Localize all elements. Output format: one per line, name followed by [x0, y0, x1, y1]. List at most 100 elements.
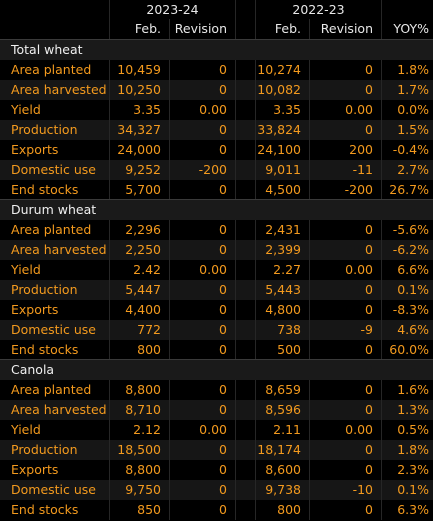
value-feb-2022: 9,011	[256, 160, 310, 180]
value-feb-2023: 34,327	[110, 120, 170, 140]
table-row: Area harvested 2,250 0 2,399 0 -6.2%	[0, 240, 433, 260]
table-row: Area planted 8,800 0 8,659 0 1.6%	[0, 380, 433, 400]
value-yoy: 4.6%	[397, 322, 429, 337]
table-row: Exports 8,800 0 8,600 0 2.3%	[0, 460, 433, 480]
value-revision-2023: 0	[170, 440, 236, 460]
row-label: Domestic use	[0, 320, 110, 340]
spacer	[236, 140, 256, 160]
row-label: End stocks	[0, 500, 110, 520]
table-row: Production 18,500 0 18,174 0 1.8%	[0, 440, 433, 460]
col-feb-2022: Feb.	[256, 19, 310, 39]
value-feb-2022: 2,431	[256, 220, 310, 240]
table-row: End stocks 850 0 800 0 6.3%	[0, 500, 433, 520]
value-feb-2023: 8,800	[110, 460, 170, 480]
section-header: Total wheat	[0, 40, 433, 60]
value-feb-2023: 5,700	[110, 180, 170, 200]
spacer	[236, 240, 256, 260]
value-revision-2023: 0	[170, 220, 236, 240]
value-feb-2023: 5,447	[110, 280, 170, 300]
col-revision-2023: Revision	[170, 19, 236, 39]
table-row: Area harvested 10,250 0 10,082 0 1.7%	[0, 80, 433, 100]
value-revision-2022: 0	[310, 60, 382, 80]
spacer	[236, 300, 256, 320]
value-feb-2023: 9,252	[110, 160, 170, 180]
table-row: Exports 24,000 0 24,100 200 -0.4%	[0, 140, 433, 160]
value-revision-2023: 0	[170, 300, 236, 320]
value-feb-2023: 8,710	[110, 400, 170, 420]
row-label: Yield	[0, 420, 110, 440]
value-feb-2022: 4,500	[256, 180, 310, 200]
value-feb-2023: 850	[110, 500, 170, 520]
table-row: Domestic use 9,252 -200 9,011 -11 2.7%	[0, 160, 433, 180]
value-revision-2022: 0.00	[310, 420, 382, 440]
col-revision-2022: Revision	[310, 19, 382, 39]
spacer	[236, 80, 256, 100]
value-revision-2022: -11	[310, 160, 382, 180]
spacer	[236, 160, 256, 180]
value-revision-2023: 0	[170, 320, 236, 340]
value-yoy: 0.1%	[397, 282, 429, 297]
header-cols-row: Feb. Revision Feb. Revision YOY%	[0, 19, 433, 39]
spacer	[236, 260, 256, 280]
value-feb-2022: 8,596	[256, 400, 310, 420]
section-divider	[0, 199, 433, 200]
row-label: Area planted	[0, 60, 110, 80]
row-label: Production	[0, 120, 110, 140]
spacer	[236, 180, 256, 200]
value-feb-2023: 2,250	[110, 240, 170, 260]
spacer	[236, 100, 256, 120]
row-label: Domestic use	[0, 480, 110, 500]
value-revision-2022: 0	[310, 220, 382, 240]
table-row: End stocks 5,700 0 4,500 -200 26.7%	[0, 180, 433, 200]
row-label: Area harvested	[0, 240, 110, 260]
value-yoy: 0.1%	[397, 482, 429, 497]
value-revision-2022: -10	[310, 480, 382, 500]
row-label: Exports	[0, 460, 110, 480]
value-feb-2023: 772	[110, 320, 170, 340]
value-yoy: -6.2%	[392, 242, 429, 257]
value-revision-2022: 0	[310, 460, 382, 480]
spacer	[236, 400, 256, 420]
value-yoy: 1.3%	[397, 402, 429, 417]
row-label: Area harvested	[0, 400, 110, 420]
spacer	[236, 120, 256, 140]
value-yoy: -0.4%	[392, 142, 429, 157]
value-yoy: -8.3%	[392, 302, 429, 317]
value-feb-2023: 3.35	[110, 100, 170, 120]
value-feb-2022: 738	[256, 320, 310, 340]
value-revision-2023: 0	[170, 140, 236, 160]
row-label: Production	[0, 280, 110, 300]
value-feb-2022: 9,738	[256, 480, 310, 500]
value-revision-2022: 0.00	[310, 260, 382, 280]
value-revision-2022: 0	[310, 400, 382, 420]
table-row: Exports 4,400 0 4,800 0 -8.3%	[0, 300, 433, 320]
row-label: Domestic use	[0, 160, 110, 180]
row-label: Exports	[0, 140, 110, 160]
value-feb-2023: 9,750	[110, 480, 170, 500]
spacer	[236, 340, 256, 360]
value-feb-2022: 2.11	[256, 420, 310, 440]
value-yoy: 1.6%	[397, 382, 429, 397]
value-revision-2023: 0	[170, 240, 236, 260]
spacer	[236, 280, 256, 300]
section-title: Durum wheat	[11, 202, 97, 217]
table-row: Domestic use 9,750 0 9,738 -10 0.1%	[0, 480, 433, 500]
value-feb-2022: 800	[256, 500, 310, 520]
header-corner	[0, 0, 110, 20]
value-revision-2023: 0	[170, 60, 236, 80]
table-row: End stocks 800 0 500 0 60.0%	[0, 340, 433, 360]
spacer	[236, 420, 256, 440]
value-yoy: 1.8%	[397, 62, 429, 77]
value-yoy: 1.8%	[397, 442, 429, 457]
col-yoy: YOY%	[382, 19, 433, 39]
value-feb-2023: 10,459	[110, 60, 170, 80]
value-feb-2022: 18,174	[256, 440, 310, 460]
row-label: Yield	[0, 100, 110, 120]
table-row: Production 5,447 0 5,443 0 0.1%	[0, 280, 433, 300]
value-revision-2022: 0	[310, 240, 382, 260]
header-yoy-spacer	[382, 0, 433, 20]
value-feb-2022: 3.35	[256, 100, 310, 120]
spacer	[236, 380, 256, 400]
spacer	[236, 480, 256, 500]
value-revision-2023: 0	[170, 340, 236, 360]
